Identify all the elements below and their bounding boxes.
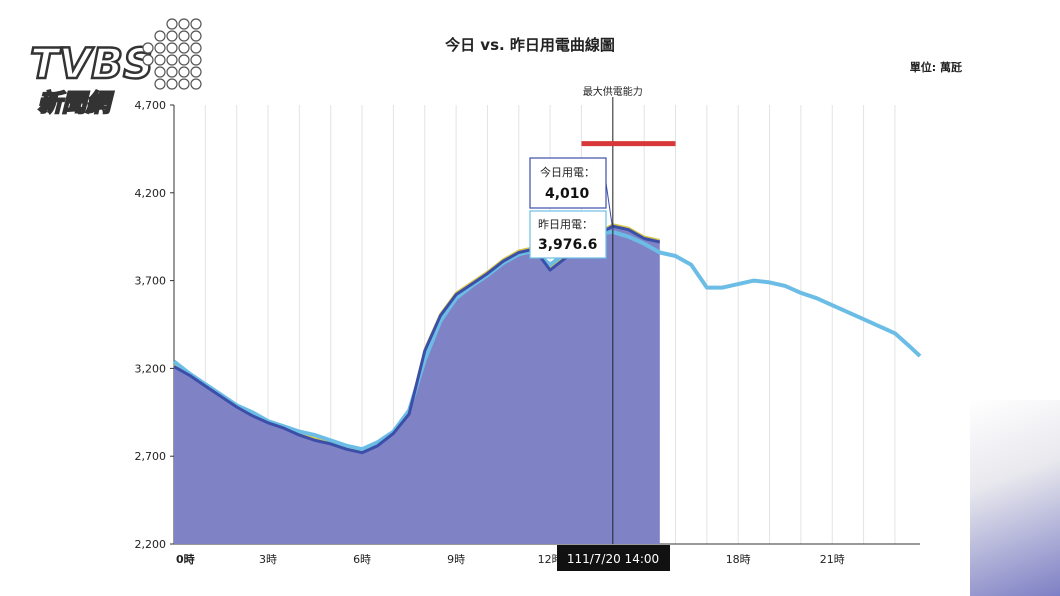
logo-dot [190, 54, 202, 66]
y-tick-label: 3,700 [135, 275, 167, 288]
y-tick-label: 2,200 [135, 538, 167, 551]
time-label-text: 111/7/20 14:00 [567, 552, 659, 566]
logo-dot [178, 42, 190, 54]
logo-dot [166, 42, 178, 54]
logo-text: TVBS [30, 39, 153, 88]
tooltip-connector [605, 182, 614, 231]
y-axis: 2,200 2,700 3,200 3,700 4,200 4,700 [135, 99, 175, 551]
logo-dot [154, 78, 166, 90]
logo-dot [190, 30, 202, 42]
x-tick-label: 12時 [538, 553, 563, 566]
capacity-label: 最大供電能力 [583, 85, 643, 98]
logo-dot [178, 54, 190, 66]
tvbs-logo: TVBS 新聞網 [29, 18, 202, 118]
tooltip-yesterday-box [529, 210, 607, 259]
logo-dot [190, 42, 202, 54]
capacity-layer: 最大供電能力 [581, 85, 676, 147]
y-tick-label: 4,200 [135, 187, 167, 200]
logo-dot [142, 42, 154, 54]
logo-dot [178, 66, 190, 78]
logo-dot [166, 66, 178, 78]
logo-dot [190, 18, 202, 30]
y-tick-label: 3,200 [135, 362, 167, 375]
tooltips: 今日用電： 4,010 昨日用電： 3,976.6 [529, 157, 607, 259]
x-tick-label: 0時 [176, 552, 195, 566]
x-tick-label: 21時 [820, 553, 845, 566]
logo-dot [178, 78, 190, 90]
unit-label: 單位: 萬瓩 [910, 60, 962, 74]
x-tick-label: 6時 [353, 553, 371, 566]
logo-dot [166, 30, 178, 42]
tooltip-today: 今日用電： 4,010 [529, 157, 607, 209]
logo-dot [154, 30, 166, 42]
logo-dot [142, 54, 154, 66]
x-axis: 0時3時6時9時12時15時18時21時 [174, 543, 920, 566]
tooltip-today-label: 今日用電： [540, 165, 595, 179]
logo-dot [166, 78, 178, 90]
logo-dot [190, 78, 202, 90]
y-tick-label: 2,700 [135, 450, 167, 463]
logo-dot [190, 66, 202, 78]
tooltip-today-value: 4,010 [545, 186, 590, 202]
x-tick-label: 18時 [726, 553, 751, 566]
time-label-bg [557, 545, 670, 571]
logo-dot [166, 18, 178, 30]
logo-dot [154, 54, 166, 66]
decorative-gradient [970, 400, 1060, 596]
logo-dot [154, 42, 166, 54]
logo-dot [154, 66, 166, 78]
tooltip-yesterday-value: 3,976.6 [538, 237, 597, 253]
tooltip-yesterday-label: 昨日用電： [538, 218, 593, 231]
logo-subtext: 新聞網 [38, 89, 114, 117]
logo-dot-grid-icon [142, 18, 202, 90]
tooltip-yesterday: 昨日用電： 3,976.6 [529, 210, 607, 259]
logo-dot [178, 18, 190, 30]
logo-dot [178, 30, 190, 42]
y-tick-label: 4,700 [135, 99, 167, 112]
time-label-box: 111/7/20 14:00 [557, 545, 670, 571]
x-tick-label: 9時 [447, 553, 465, 566]
tooltip-today-box [529, 157, 607, 209]
yesterday-line [172, 230, 922, 452]
chart-title: 今日 vs. 昨日用電曲線圖 [444, 36, 615, 54]
logo-dot [166, 54, 178, 66]
x-tick-label: 3時 [259, 553, 277, 566]
